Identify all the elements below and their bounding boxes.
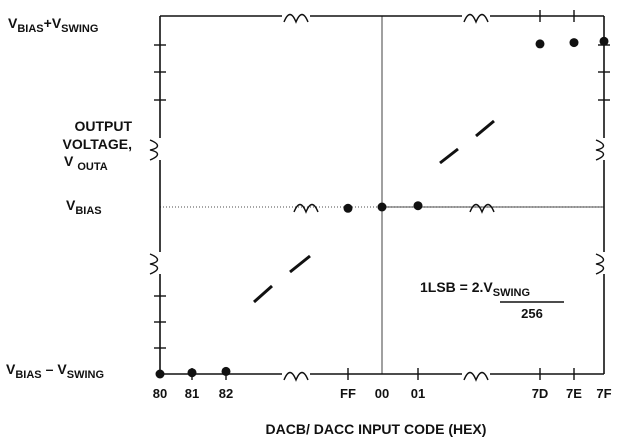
x-tick-label: 80 (153, 386, 167, 401)
y-label-top: VBIAS+VSWING (8, 15, 98, 35)
data-points (155, 36, 609, 379)
data-point (569, 38, 579, 48)
x-tick-label: 01 (411, 386, 425, 401)
data-point (535, 39, 545, 49)
svg-text:256: 256 (521, 306, 543, 321)
axis-breaks (149, 13, 605, 382)
x-axis-title: DACB/ DACC INPUT CODE (HEX) (266, 421, 487, 437)
lsb-annotation: 1LSB = 2.VSWING 256 (420, 279, 564, 321)
x-tick-label: FF (340, 386, 356, 401)
data-point (343, 203, 353, 213)
data-point (599, 36, 609, 46)
data-point (155, 369, 165, 379)
x-tick-label: 7E (566, 386, 582, 401)
plot-frame (159, 15, 605, 375)
x-tick-label: 82 (219, 386, 233, 401)
y-axis-title-line2: VOLTAGE, (63, 136, 132, 152)
x-tick-label: 7D (532, 386, 549, 401)
y-label-bottom: VBIAS – VSWING (6, 361, 104, 381)
data-point (187, 368, 197, 378)
y-axis-title-symbol: V OUTA (64, 153, 108, 173)
step-segments (253, 119, 495, 304)
y-label-mid: VBIAS (66, 197, 102, 217)
data-point (221, 366, 231, 376)
svg-text:1LSB = 2.VSWING: 1LSB = 2.VSWING (420, 279, 530, 299)
x-tick-label: 81 (185, 386, 199, 401)
axis-ticks (154, 10, 610, 380)
x-tick-labels: 80 81 82 FF 00 01 7D 7E 7F (153, 386, 612, 401)
data-point (377, 202, 387, 212)
y-axis-title-line1: OUTPUT (74, 118, 132, 134)
x-tick-label: 00 (375, 386, 389, 401)
x-tick-label: 7F (596, 386, 611, 401)
data-point (413, 201, 423, 211)
